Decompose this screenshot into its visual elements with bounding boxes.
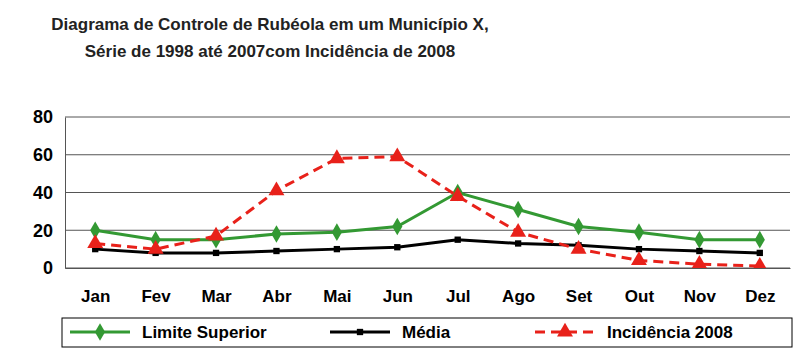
x-tick: Ago	[502, 268, 535, 306]
point	[213, 250, 219, 256]
point	[757, 250, 763, 256]
point	[268, 181, 284, 195]
y-tick: 80	[33, 107, 65, 127]
legend-label: Média	[402, 323, 451, 342]
point	[571, 240, 587, 254]
grid-line	[65, 192, 790, 193]
grid-line	[65, 230, 790, 231]
x-tick-label: Nov	[684, 287, 717, 306]
y-tick-label: 20	[33, 221, 53, 241]
plot-area	[87, 147, 768, 268]
x-tick-label: Dez	[745, 287, 775, 306]
x-tick-label: Ago	[502, 287, 535, 306]
y-tick: 0	[43, 258, 65, 278]
point	[450, 187, 466, 201]
legend-item: Incidência 2008	[535, 323, 733, 342]
x-tick-label: Out	[625, 287, 655, 306]
x-tick-label: Fev	[141, 287, 171, 306]
point	[513, 201, 523, 219]
point	[208, 227, 224, 241]
series-line	[95, 157, 760, 266]
point	[696, 248, 702, 254]
x-axis: Jan Fev Mar Abr Mai Jun Jul Ago Set Out Nov Dez	[66, 268, 791, 306]
x-tick: Dez	[745, 268, 775, 306]
x-tick: Nov	[684, 268, 717, 306]
legend-label: Limite Superior	[142, 323, 267, 342]
x-tick-label: Abr	[262, 287, 292, 306]
x-tick: Mar	[201, 268, 232, 306]
point	[694, 231, 704, 249]
point	[691, 255, 707, 268]
point	[631, 251, 647, 265]
y-tick: 20	[33, 221, 65, 241]
title: Diagrama de Controle de Rubéola em um Mu…	[51, 15, 488, 61]
point	[332, 223, 342, 241]
legend-marker	[557, 323, 573, 337]
legend-label: Incidência 2008	[607, 323, 733, 342]
x-tick-label: Mar	[201, 287, 232, 306]
x-tick: Jan	[81, 268, 110, 306]
series-line	[95, 193, 760, 240]
point	[752, 257, 768, 268]
legend-item: Limite Superior	[70, 323, 267, 342]
grid	[65, 117, 790, 268]
legend-marker	[357, 329, 363, 335]
grid-line	[65, 268, 790, 269]
point	[329, 149, 345, 163]
axis-line	[66, 268, 791, 269]
series	[92, 237, 763, 257]
y-tick-label: 80	[33, 107, 53, 127]
grid-line	[65, 117, 790, 118]
x-tick-label: Mai	[323, 287, 351, 306]
chart: Diagrama de Controle de Rubéola em um Mu…	[0, 0, 800, 351]
x-tick: Out	[625, 268, 655, 306]
x-tick: Abr	[262, 268, 292, 306]
point	[515, 240, 521, 246]
point	[573, 218, 583, 236]
series	[87, 147, 768, 268]
x-tick-label: Jul	[446, 287, 471, 306]
point	[455, 237, 461, 243]
point	[334, 246, 340, 252]
legend-marker	[95, 323, 105, 341]
legend-box	[62, 318, 792, 347]
y-tick: 40	[33, 183, 65, 203]
point	[87, 234, 103, 248]
x-tick: Jul	[446, 268, 471, 306]
point	[273, 248, 279, 254]
legend: Limite Superior Média Incidência 2008	[62, 318, 792, 347]
point	[510, 223, 526, 237]
y-tick-label: 60	[33, 145, 53, 165]
x-tick-label: Set	[566, 287, 593, 306]
point	[389, 147, 405, 161]
series	[90, 184, 765, 249]
y-axis: 0 20 40 60 80	[33, 107, 66, 278]
grid-line	[65, 154, 790, 155]
x-tick: Mai	[323, 268, 351, 306]
y-tick-label: 40	[33, 183, 53, 203]
point	[148, 240, 164, 254]
x-tick-label: Jan	[81, 287, 110, 306]
x-tick: Set	[566, 268, 593, 306]
x-tick: Fev	[141, 268, 171, 306]
axis-line	[65, 118, 66, 269]
y-tick: 60	[33, 145, 65, 165]
point	[755, 231, 765, 249]
x-tick: Jun	[383, 268, 413, 306]
x-tick-label: Jun	[383, 287, 413, 306]
point	[271, 225, 281, 243]
point	[392, 218, 402, 236]
legend-item: Média	[330, 323, 451, 342]
point	[634, 223, 644, 241]
y-tick-label: 0	[43, 258, 53, 278]
point	[394, 244, 400, 250]
